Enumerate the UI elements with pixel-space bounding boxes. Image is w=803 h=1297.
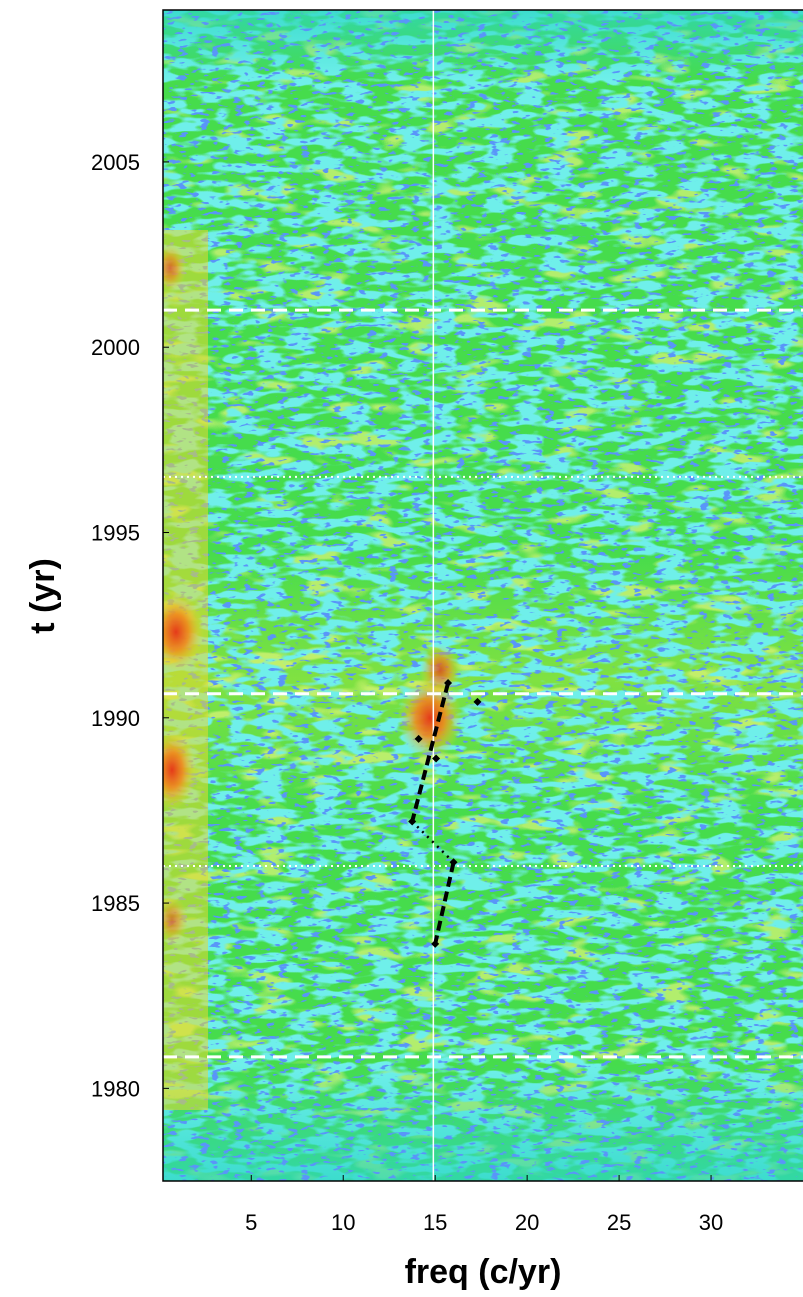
track-point <box>414 734 423 743</box>
track-point <box>473 697 482 706</box>
track-point <box>431 939 440 948</box>
y-tick-label: 1980 <box>91 1076 140 1101</box>
x-axis-label: freq (c/yr) <box>405 1253 562 1291</box>
x-tick-label: 5 <box>245 1210 257 1235</box>
x-tick-label: 30 <box>699 1210 723 1235</box>
heatmap-field <box>163 10 803 1181</box>
track-point <box>408 817 417 826</box>
track-segment <box>411 820 455 864</box>
x-tick-label: 15 <box>423 1210 447 1235</box>
y-axis-label: t (yr) <box>24 558 62 634</box>
track-point <box>444 678 453 687</box>
track-segment <box>433 861 456 945</box>
x-tick-label: 10 <box>331 1210 355 1235</box>
plot-frame <box>162 9 803 1182</box>
x-tick-label: 20 <box>515 1210 539 1235</box>
y-tick-label: 2000 <box>91 335 140 360</box>
track-point <box>449 858 458 867</box>
y-tick-label: 1990 <box>91 706 140 731</box>
y-tick-label: 2005 <box>91 150 140 175</box>
x-tick-label: 25 <box>607 1210 631 1235</box>
y-tick-label: 1985 <box>91 891 140 916</box>
track-point <box>432 754 441 763</box>
track-segment <box>410 682 450 823</box>
overlay-lines <box>163 10 803 1181</box>
y-tick-label: 1995 <box>91 521 140 546</box>
